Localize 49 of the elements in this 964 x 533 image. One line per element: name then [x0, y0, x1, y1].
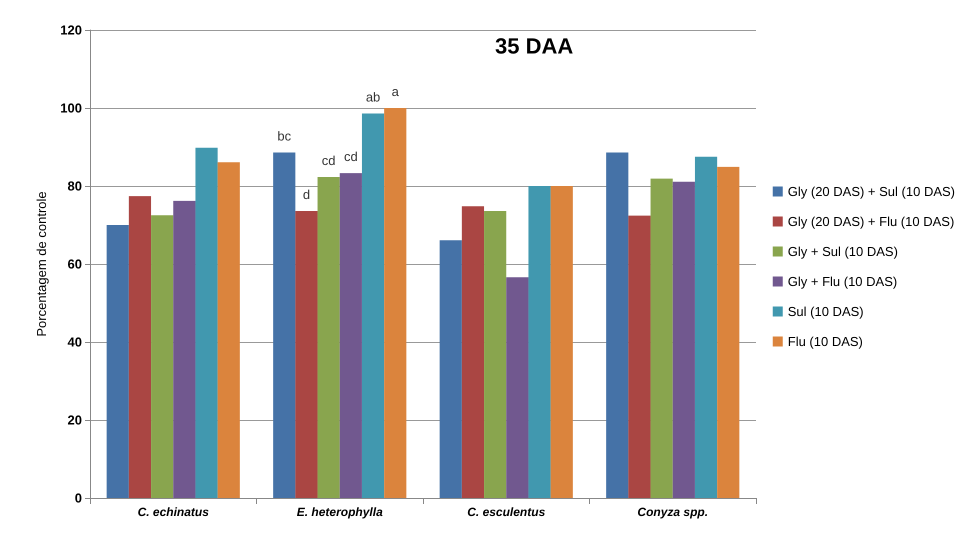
bar: [606, 152, 628, 498]
bar: [528, 186, 551, 498]
legend-label: Gly + Sul (10 DAS): [788, 244, 898, 259]
data-label: d: [302, 186, 310, 202]
bar: [218, 162, 240, 498]
bar: [362, 113, 384, 498]
bar: [650, 178, 673, 498]
bar: [717, 166, 740, 498]
y-tick-label: 120: [60, 22, 82, 38]
data-label: bc: [277, 128, 292, 144]
y-tick-label: 100: [60, 100, 82, 116]
bar: [672, 182, 695, 498]
bar: [462, 206, 484, 498]
bar: [318, 177, 340, 498]
legend-label: Sul (10 DAS): [788, 304, 864, 319]
y-tick-label: 0: [74, 490, 82, 506]
bar: [484, 210, 506, 498]
bar: [128, 196, 152, 498]
y-axis-title: Porcentagem de controle: [34, 191, 49, 337]
bar: [295, 210, 318, 498]
x-tick-label: E. heterophylla: [296, 505, 384, 519]
bar: [694, 156, 718, 498]
legend-label: Gly + Flu (10 DAS): [788, 274, 898, 289]
bar: [384, 108, 406, 498]
x-tick-label: C. echinatus: [138, 505, 210, 519]
y-tick-label: 20: [68, 412, 82, 428]
data-label: a: [392, 84, 400, 99]
legend-label: Flu (10 DAS): [788, 334, 863, 349]
bar: [550, 186, 573, 498]
x-tick-label: Conyza spp.: [637, 505, 708, 519]
bar: [151, 215, 174, 498]
bar: [506, 277, 528, 498]
bar: [340, 173, 362, 498]
data-label: cd: [344, 149, 358, 164]
chart-title: 35 DAA: [495, 34, 574, 58]
legend-label: Gly (20 DAS) + Sul (10 DAS): [788, 184, 955, 199]
bar: [195, 148, 218, 498]
x-tick-label: C. esculentus: [467, 505, 546, 519]
data-label: ab: [366, 89, 380, 104]
y-tick-label: 40: [68, 334, 82, 350]
bar: [173, 200, 196, 498]
data-label: cd: [322, 153, 336, 168]
y-tick-label: 80: [68, 178, 82, 194]
bar: [440, 240, 462, 498]
bar: [273, 152, 296, 498]
bar: [628, 216, 651, 498]
legend-label: Gly (20 DAS) + Flu (10 DAS): [788, 214, 954, 229]
bar: [106, 225, 129, 498]
y-tick-label: 60: [68, 256, 82, 272]
